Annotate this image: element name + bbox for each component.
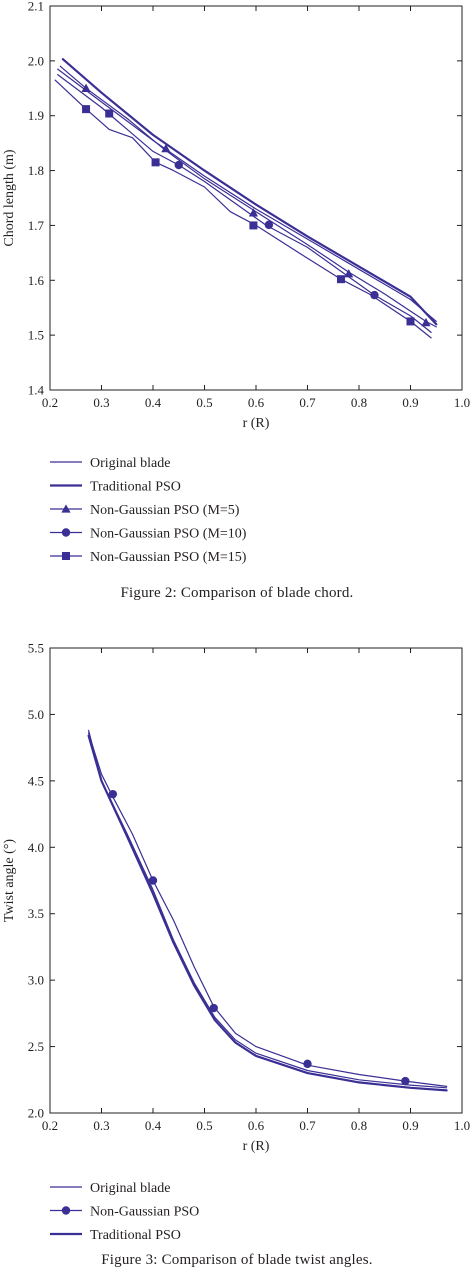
- legend-label: Traditional PSO: [90, 480, 181, 495]
- legend-label: Original blade: [90, 1181, 170, 1196]
- data-point-circle: [209, 1003, 218, 1013]
- data-point-square: [406, 317, 415, 326]
- y-tick-label: 4.0: [28, 840, 44, 855]
- data-point-circle: [174, 160, 183, 170]
- x-tick-label: 0.8: [351, 395, 367, 410]
- data-point-circle: [303, 1059, 312, 1069]
- data-point-triangle: [81, 83, 91, 92]
- y-tick-label: 1.7: [28, 218, 45, 233]
- x-tick-label: 0.5: [196, 1118, 212, 1133]
- x-tick-label: 0.3: [93, 395, 109, 410]
- x-axis-label: r (R): [243, 1139, 270, 1154]
- series-line-0: [87, 729, 448, 1089]
- x-tick-label: 0.6: [248, 1118, 265, 1133]
- plot-frame: [49, 647, 463, 1114]
- y-tick-label: 5.0: [28, 707, 44, 722]
- x-tick-label: 0.7: [299, 395, 316, 410]
- x-tick-label: 0.2: [42, 1118, 58, 1133]
- chord-legend: Original blade Traditional PSO Non-Gaussia…: [50, 456, 247, 565]
- series-line-1: [61, 58, 438, 326]
- legend-marker: [61, 504, 71, 513]
- series-line-0: [57, 68, 437, 322]
- y-tick-label: 2.0: [28, 53, 44, 68]
- data-point-circle: [264, 220, 274, 230]
- legend-label: Traditional PSO: [90, 1228, 181, 1243]
- x-tick-label: 0.8: [351, 1118, 367, 1133]
- legend-label: Non-Gaussian PSO (M=10): [90, 527, 247, 542]
- data-point-triangle: [161, 144, 171, 153]
- x-tick-label: 0.7: [299, 1118, 316, 1133]
- data-point-circle: [148, 876, 158, 885]
- data-point-triangle: [248, 208, 259, 217]
- legend-label: Non-Gaussian PSO: [90, 1205, 199, 1220]
- x-tick-label: 0.9: [402, 395, 418, 410]
- y-tick-label: 4.5: [28, 773, 44, 788]
- x-tick-label: 0.4: [145, 395, 162, 410]
- legend-label: Non-Gaussian PSO (M=5): [90, 503, 240, 518]
- data-point-square: [105, 109, 114, 118]
- y-tick-label: 2.5: [28, 1039, 44, 1054]
- data-point-circle: [401, 1076, 410, 1086]
- figure3-caption: Figure 3: Comparison of blade twist angl…: [101, 1252, 372, 1268]
- series-line-3: [57, 73, 432, 333]
- data-point-square: [82, 105, 91, 114]
- data-point-square: [336, 275, 345, 284]
- series-line-2: [87, 734, 448, 1092]
- y-tick-label: 1.5: [28, 328, 44, 343]
- legend-label: Non-Gaussian PSO (M=15): [90, 550, 247, 565]
- data-point-triangle: [421, 317, 431, 327]
- legend-label: Original blade: [90, 456, 170, 471]
- data-point-triangle: [344, 269, 354, 278]
- series-line-2: [59, 65, 437, 328]
- chord-chart: 0.2 0.3 0.4 0.5 0.6 0.7 0.8 0.9 1.0 1.4 1.5 1.6 1.7 1…: [2, 0, 470, 431]
- plot-frame: [49, 5, 463, 391]
- y-tick-label: 1.6: [28, 273, 45, 288]
- y-tick-label: 2.1: [28, 0, 44, 14]
- y-tick-label: 3.5: [28, 906, 44, 921]
- y-tick-label: 1.8: [28, 163, 44, 178]
- x-tick-label: 0.9: [402, 1118, 418, 1133]
- data-point-square: [151, 158, 160, 167]
- y-tick-label: 1.9: [28, 108, 44, 123]
- series-line-4: [54, 79, 432, 339]
- y-axis-label: Chord length (m): [2, 149, 17, 247]
- data-point-circle: [370, 290, 379, 300]
- figure2-caption: Figure 2: Comparison of blade chord.: [121, 585, 354, 601]
- twist-legend: Original blade Non-Gaussian PSO Traditiona…: [50, 1181, 199, 1243]
- x-tick-label: 0.4: [145, 1118, 162, 1133]
- legend-marker: [61, 528, 71, 537]
- x-tick-label: 1.0: [454, 395, 470, 410]
- legend-marker: [62, 552, 70, 560]
- x-tick-label: 1.0: [454, 1118, 470, 1133]
- y-tick-label: 2.0: [28, 1106, 44, 1121]
- x-tick-label: 0.3: [93, 1118, 109, 1133]
- data-point-circle: [108, 789, 118, 799]
- legend-marker: [61, 1206, 71, 1215]
- x-tick-label: 0.2: [42, 395, 58, 410]
- twist-chart: 0.2 0.3 0.4 0.5 0.6 0.7 0.8 0.9 1.0 2.0 2.5 3.0 3.5 4…: [2, 641, 470, 1155]
- y-tick-label: 3.0: [28, 973, 44, 988]
- y-axis-label: Twist angle (°): [2, 839, 17, 922]
- x-tick-label: 0.5: [196, 395, 212, 410]
- x-tick-label: 0.6: [248, 395, 265, 410]
- data-point-square: [249, 221, 258, 230]
- x-axis-label: r (R): [243, 416, 270, 431]
- y-tick-label: 5.5: [28, 641, 44, 656]
- y-tick-label: 1.4: [28, 383, 45, 398]
- series-line-1: [87, 732, 448, 1088]
